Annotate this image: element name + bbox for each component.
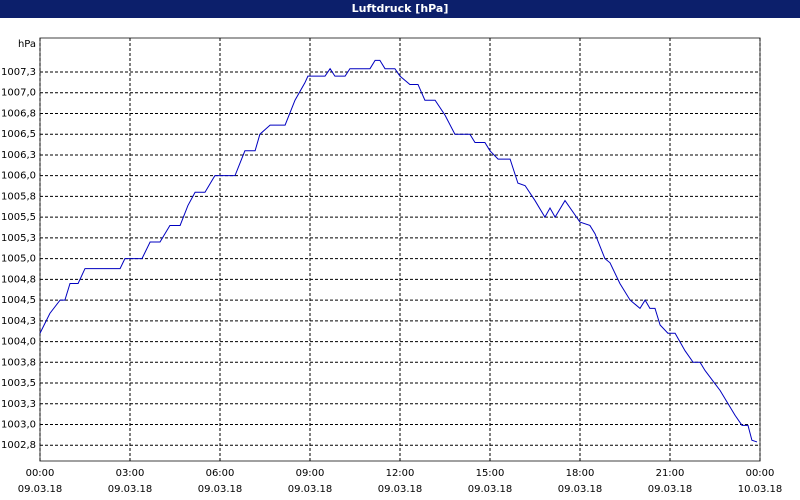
x-tick-label: 18:00 xyxy=(566,468,595,479)
y-tick-label: 1006,5 xyxy=(1,129,36,140)
y-tick-label: 1006,8 xyxy=(1,108,36,119)
x-tick-date: 09.03.18 xyxy=(198,484,243,495)
y-tick-label: 1003,3 xyxy=(1,399,36,410)
y-tick-label: 1003,5 xyxy=(1,378,36,389)
y-axis-label: hPa xyxy=(18,39,36,50)
y-tick-label: 1007,0 xyxy=(1,88,36,99)
x-tick-date: 09.03.18 xyxy=(378,484,423,495)
y-tick-label: 1007,3 xyxy=(1,67,36,78)
y-tick-label: 1004,5 xyxy=(1,295,36,306)
y-tick-label: 1003,0 xyxy=(1,420,36,431)
x-tick-label: 03:00 xyxy=(116,468,145,479)
y-tick-label: 1005,3 xyxy=(1,233,36,244)
y-tick-label: 1005,8 xyxy=(1,191,36,202)
y-tick-label: 1006,0 xyxy=(1,171,36,182)
y-tick-label: 1003,8 xyxy=(1,357,36,368)
x-tick-label: 00:00 xyxy=(26,468,55,479)
y-tick-label: 1005,0 xyxy=(1,254,36,265)
x-tick-label: 12:00 xyxy=(386,468,415,479)
y-tick-label: 1004,8 xyxy=(1,274,36,285)
x-tick-label: 00:00 xyxy=(746,468,775,479)
y-tick-label: 1004,3 xyxy=(1,316,36,327)
y-tick-label: 1005,5 xyxy=(1,212,36,223)
y-tick-label: 1006,3 xyxy=(1,150,36,161)
x-tick-label: 15:00 xyxy=(476,468,505,479)
y-tick-label: 1004,0 xyxy=(1,337,36,348)
chart-title: Luftdruck [hPa] xyxy=(352,2,449,15)
x-tick-date: 09.03.18 xyxy=(558,484,603,495)
x-tick-date: 10.03.18 xyxy=(738,484,783,495)
x-tick-date: 09.03.18 xyxy=(648,484,693,495)
data-line xyxy=(39,59,758,443)
x-tick-label: 21:00 xyxy=(656,468,685,479)
y-tick-label: 1002,8 xyxy=(1,440,36,451)
x-tick-date: 09.03.18 xyxy=(288,484,333,495)
x-tick-date: 09.03.18 xyxy=(108,484,153,495)
x-tick-date: 09.03.18 xyxy=(18,484,63,495)
x-tick-label: 06:00 xyxy=(206,468,235,479)
x-tick-label: 09:00 xyxy=(296,468,325,479)
title-bar xyxy=(0,0,800,18)
x-tick-date: 09.03.18 xyxy=(468,484,513,495)
